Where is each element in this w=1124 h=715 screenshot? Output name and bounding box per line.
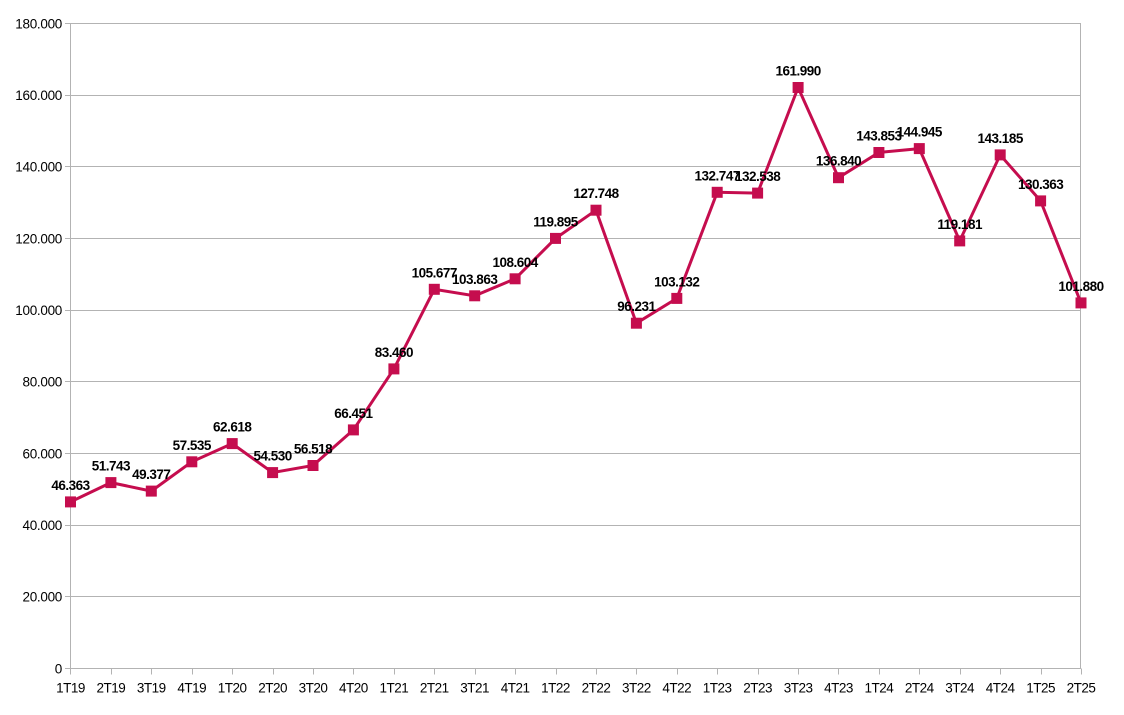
svg-text:132.538: 132.538: [735, 169, 781, 184]
svg-text:161.990: 161.990: [775, 64, 820, 79]
svg-text:120.000: 120.000: [15, 231, 62, 246]
svg-text:1T22: 1T22: [541, 681, 570, 696]
svg-text:80.000: 80.000: [23, 375, 63, 390]
svg-text:143.185: 143.185: [978, 131, 1024, 146]
svg-text:2T23: 2T23: [743, 681, 772, 696]
svg-text:119.895: 119.895: [533, 214, 579, 229]
svg-text:51.743: 51.743: [92, 459, 131, 474]
svg-text:2T19: 2T19: [97, 681, 126, 696]
svg-text:1T21: 1T21: [380, 681, 409, 696]
svg-text:103.132: 103.132: [654, 274, 699, 289]
svg-text:62.618: 62.618: [213, 420, 252, 435]
svg-text:2T21: 2T21: [420, 681, 449, 696]
svg-text:105.677: 105.677: [412, 265, 457, 280]
svg-text:0: 0: [55, 661, 62, 676]
svg-text:46.363: 46.363: [51, 478, 90, 493]
svg-text:1T25: 1T25: [1026, 681, 1055, 696]
svg-text:56.518: 56.518: [294, 442, 333, 457]
svg-text:1T23: 1T23: [703, 681, 732, 696]
svg-text:180.000: 180.000: [15, 16, 62, 31]
svg-text:1T24: 1T24: [865, 681, 895, 696]
svg-text:144.945: 144.945: [897, 125, 943, 140]
svg-text:143.853: 143.853: [856, 129, 902, 144]
svg-text:83.460: 83.460: [375, 345, 413, 360]
svg-text:108.604: 108.604: [492, 255, 538, 270]
svg-text:103.863: 103.863: [452, 272, 498, 287]
svg-text:136.840: 136.840: [816, 154, 861, 169]
svg-text:2T24: 2T24: [905, 681, 935, 696]
svg-text:66.451: 66.451: [334, 406, 373, 421]
svg-text:40.000: 40.000: [23, 518, 63, 533]
svg-text:2T25: 2T25: [1067, 681, 1096, 696]
svg-text:130.363: 130.363: [1018, 177, 1064, 192]
svg-text:3T23: 3T23: [784, 681, 813, 696]
svg-text:60.000: 60.000: [23, 446, 63, 461]
svg-text:20.000: 20.000: [23, 590, 63, 605]
svg-text:1T19: 1T19: [56, 681, 85, 696]
svg-text:3T20: 3T20: [299, 681, 328, 696]
svg-text:2T20: 2T20: [258, 681, 287, 696]
svg-text:100.000: 100.000: [15, 303, 62, 318]
svg-text:4T22: 4T22: [662, 681, 691, 696]
svg-text:2T22: 2T22: [582, 681, 611, 696]
svg-text:96.231: 96.231: [617, 299, 656, 314]
svg-text:127.748: 127.748: [573, 186, 619, 201]
svg-text:132.747: 132.747: [695, 168, 740, 183]
svg-text:101.880: 101.880: [1058, 279, 1103, 294]
svg-text:140.000: 140.000: [15, 160, 62, 175]
svg-text:3T19: 3T19: [137, 681, 166, 696]
svg-text:57.535: 57.535: [173, 438, 212, 453]
svg-text:4T20: 4T20: [339, 681, 368, 696]
svg-text:3T21: 3T21: [460, 681, 489, 696]
svg-text:3T22: 3T22: [622, 681, 651, 696]
svg-text:1T20: 1T20: [218, 681, 247, 696]
svg-text:160.000: 160.000: [15, 88, 62, 103]
svg-text:49.377: 49.377: [132, 467, 170, 482]
svg-text:4T23: 4T23: [824, 681, 853, 696]
svg-text:4T21: 4T21: [501, 681, 530, 696]
svg-text:4T19: 4T19: [177, 681, 206, 696]
svg-text:3T24: 3T24: [945, 681, 975, 696]
svg-text:4T24: 4T24: [986, 681, 1016, 696]
svg-text:119.181: 119.181: [937, 217, 983, 232]
svg-text:54.530: 54.530: [253, 449, 291, 464]
